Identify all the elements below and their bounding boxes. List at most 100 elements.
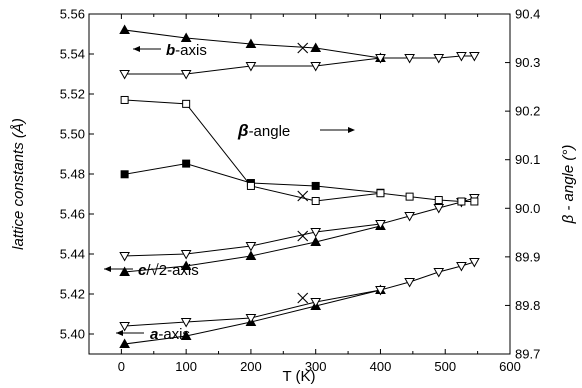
data-point-square-filled — [120, 170, 129, 179]
data-point-triangle-down — [433, 54, 445, 64]
data-point-triangle-down — [310, 298, 322, 308]
a-axis-label: a-axis — [150, 326, 190, 343]
y-right-tick-label: 90.4 — [515, 7, 540, 22]
x-tick-label: 500 — [434, 359, 456, 374]
data-point-triangle-down — [404, 278, 415, 288]
data-point-square-open — [311, 197, 320, 205]
y-left-tick-label: 5.42 — [60, 287, 85, 302]
data-point-triangle-down — [245, 242, 257, 252]
data-point-triangle-down — [180, 318, 192, 328]
plot-frame — [88, 13, 511, 355]
y-right-tick-label: 90.2 — [515, 104, 540, 119]
c-axis-label-bold: c — [138, 262, 147, 279]
a-axis-label-rest: -axis — [158, 326, 190, 343]
data-point-triangle-down — [469, 258, 480, 268]
y-right-tick-label: 89.8 — [515, 298, 540, 313]
data-point-triangle-down — [310, 62, 322, 72]
y-left-tick-label: 5.56 — [60, 7, 85, 22]
y-right-tick-label: 89.7 — [515, 347, 540, 362]
b-axis-label-rest: -axis — [175, 42, 207, 59]
data-point-square-open — [246, 181, 255, 190]
data-point-triangle-up — [245, 38, 257, 48]
x-tick-label: 400 — [370, 359, 392, 374]
data-point-triangle-down — [245, 62, 257, 72]
x-tick-label: 200 — [240, 359, 262, 374]
x-tick-label: 300 — [305, 359, 327, 374]
x-tick-label: 600 — [499, 359, 521, 374]
c-axis-label: c/√2-axis — [138, 262, 199, 279]
data-point-square-open — [376, 189, 385, 198]
data-point-square-open — [405, 192, 414, 201]
data-point-triangle-down — [456, 52, 467, 62]
x-tick-label: 100 — [175, 359, 197, 374]
beta-symbol: β — [237, 121, 249, 140]
data-point-triangle-down — [404, 54, 415, 64]
y-left-tick-label: 5.52 — [60, 87, 85, 102]
beta-angle-label-rest: -angle — [249, 123, 291, 140]
data-point-triangle-down — [375, 54, 386, 64]
data-point-triangle-up — [180, 32, 192, 42]
beta-angle-label: β-angle — [237, 121, 290, 140]
data-point-triangle-up — [310, 236, 322, 246]
data-point-triangle-up — [119, 24, 130, 34]
data-point-square-filled — [311, 181, 320, 190]
a-axis-label-bold: a — [150, 326, 158, 343]
beta-angle-arrowhead — [348, 127, 355, 133]
y-right-tick-label: 90.0 — [515, 201, 540, 216]
data-point-cross — [297, 190, 309, 202]
data-point-cross — [297, 42, 309, 54]
y-left-tick-label: 5.44 — [60, 247, 85, 262]
data-point-triangle-up — [180, 260, 192, 270]
data-point-triangle-down — [310, 228, 322, 238]
y-right-tick-label: 90.1 — [515, 152, 540, 167]
y-left-tick-label: 5.48 — [60, 167, 85, 182]
data-point-triangle-down — [433, 268, 445, 278]
y-right-tick-label: 90.3 — [515, 55, 540, 70]
data-point-square-open — [120, 95, 129, 104]
data-point-triangle-down — [119, 322, 130, 332]
annotation-arrowheads — [104, 46, 355, 336]
data-point-triangle-down — [404, 212, 415, 222]
data-point-triangle-up — [310, 42, 322, 52]
annotation-arrows — [104, 48, 348, 334]
data-point-triangle-down — [245, 314, 257, 324]
x-axis-title: T (K) — [282, 368, 315, 385]
y-left-tick-label: 5.46 — [60, 207, 85, 222]
a-axis-arrowhead — [116, 330, 123, 336]
y-axis-left-title: lattice constants (Å) — [10, 118, 27, 250]
series-line-3 — [124, 197, 475, 257]
data-point-triangle-down — [119, 70, 130, 80]
data-point-triangle-up — [245, 250, 257, 260]
data-point-triangle-down — [180, 70, 192, 80]
x-tick-label: 0 — [118, 359, 125, 374]
series-line-7 — [124, 99, 475, 202]
data-point-triangle-up — [119, 338, 130, 348]
data-point-triangle-down — [375, 220, 386, 230]
b-axis-arrowhead — [133, 46, 140, 52]
y-axis-right-title: β - angle (°) — [560, 145, 577, 225]
y-right-tick-label: 89.9 — [515, 249, 540, 264]
data-point-triangle-down — [456, 262, 467, 272]
data-point-square-open — [457, 197, 466, 206]
data-point-cross — [297, 230, 309, 242]
b-axis-label-bold: b — [166, 42, 175, 59]
data-point-triangle-down — [375, 286, 386, 296]
c-axis-arrowhead — [104, 266, 111, 272]
y-left-tick-label: 5.40 — [60, 327, 85, 342]
data-point-square-open — [434, 196, 443, 205]
data-point-triangle-up — [180, 330, 192, 340]
y-left-tick-label: 5.50 — [60, 127, 85, 142]
y-left-tick-label: 5.54 — [60, 47, 85, 62]
data-point-square-open — [470, 197, 479, 206]
c-axis-label-rest: /√2-axis — [146, 262, 198, 279]
data-point-triangle-down — [119, 252, 130, 262]
data-point-cross — [297, 292, 309, 304]
b-axis-label: b-axis — [166, 42, 207, 59]
data-point-triangle-down — [433, 204, 445, 214]
data-point-square-open — [182, 99, 191, 108]
data-point-square-filled — [182, 159, 191, 168]
data-point-triangle-down — [180, 250, 192, 260]
data-point-triangle-up — [119, 266, 130, 276]
data-point-triangle-down — [469, 52, 480, 62]
